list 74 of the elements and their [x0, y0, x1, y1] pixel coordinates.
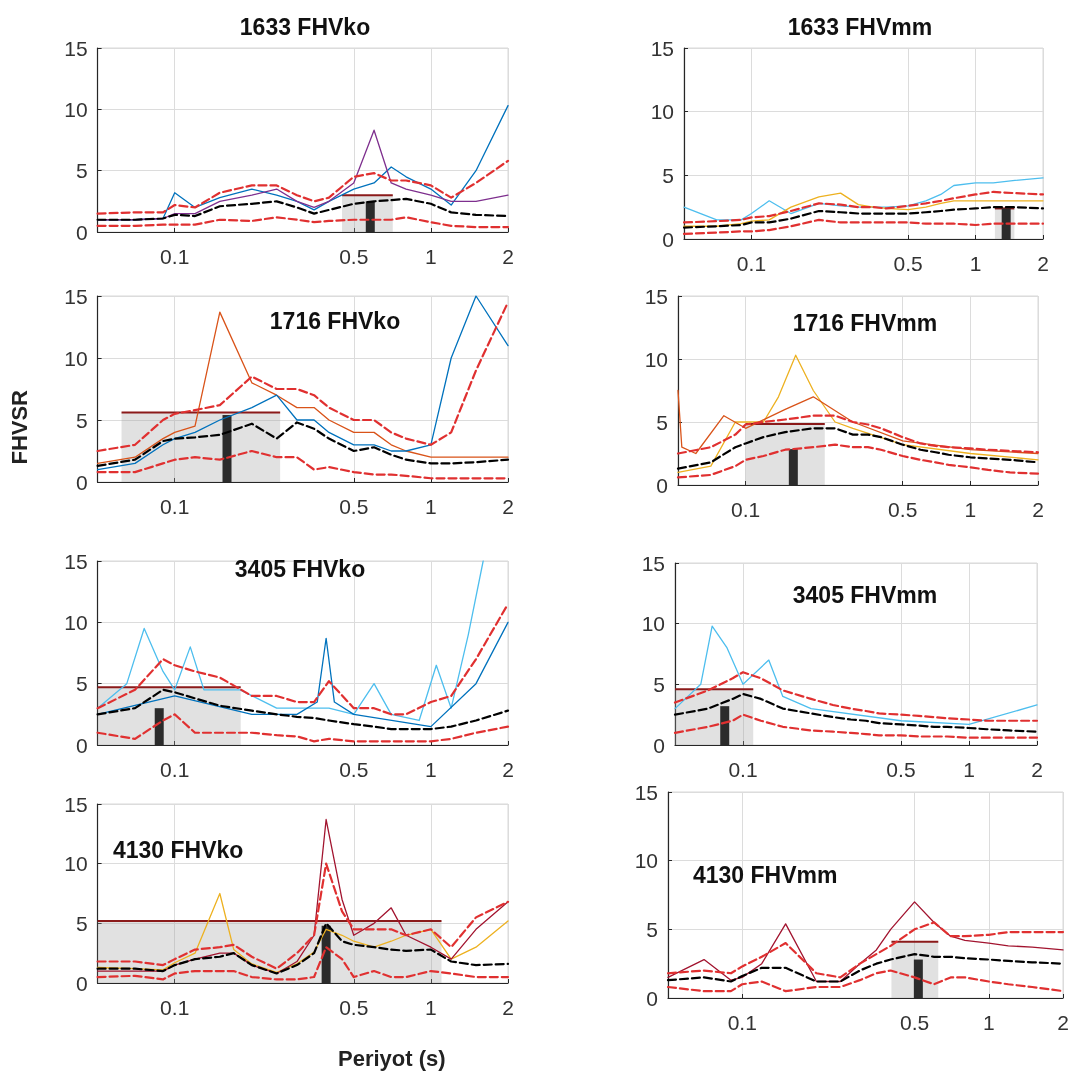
- y-tick-label: 15: [641, 551, 665, 575]
- text: 4130 FHVko: [113, 836, 244, 863]
- x-tick-label: 1: [425, 245, 437, 268]
- y-tick-label: 0: [75, 971, 88, 995]
- y-tick-label: 0: [75, 733, 88, 757]
- x-tick-label: 0.1: [160, 245, 190, 268]
- y-tick-label: 15: [64, 284, 88, 308]
- y-tick-label: 15: [64, 792, 88, 816]
- x-tick-label: 2: [502, 495, 514, 518]
- chart-title: 3405 FHVko: [234, 555, 366, 582]
- y-tick-label: 10: [64, 852, 88, 876]
- x-tick-label: 0.5: [339, 495, 369, 518]
- text: 4130 FHVmm: [693, 861, 838, 888]
- y-tick-label: 10: [634, 849, 658, 873]
- y-tick-label: 5: [75, 672, 88, 696]
- x-tick-label: 0.5: [886, 758, 916, 781]
- y-tick-label: 10: [64, 346, 88, 370]
- y-tick-label: 15: [64, 36, 88, 60]
- y-tick-label: 15: [634, 780, 658, 804]
- y-tick-label: 10: [64, 610, 88, 634]
- x-tick-label: 0.1: [731, 498, 761, 521]
- x-tick-label: 0.1: [727, 1011, 757, 1034]
- x-tick-label: 2: [1031, 758, 1043, 781]
- y-tick-label: 5: [646, 917, 658, 941]
- y-tick-label: 0: [662, 227, 674, 251]
- x-tick-label: 2: [502, 996, 514, 1019]
- x-tick-label: 2: [1032, 498, 1044, 521]
- y-tick-label: 10: [644, 347, 668, 371]
- y-tick-label: 0: [653, 733, 665, 757]
- x-tick-label: 2: [502, 245, 514, 268]
- chart-title: 1633 FHVko: [239, 13, 371, 40]
- x-tick-label: 0.1: [736, 252, 767, 275]
- x-tick-label: 1: [425, 758, 437, 781]
- y-tick-label: 5: [653, 672, 665, 696]
- x-tick-label: 0.5: [339, 996, 369, 1019]
- x-tick-label: 0.5: [893, 252, 923, 275]
- x-tick-label: 0.1: [160, 495, 190, 518]
- y-tick-label: 10: [64, 97, 88, 121]
- y-tick-label: 10: [650, 100, 674, 124]
- y-tick-label: 15: [64, 549, 88, 573]
- x-tick-label: 0.5: [899, 1011, 930, 1034]
- x-tick-label: 0.1: [160, 758, 190, 781]
- y-tick-label: 10: [641, 612, 665, 636]
- y-tick-label: 5: [75, 159, 88, 183]
- text: 3405 FHVmm: [792, 581, 938, 608]
- y-tick-label: 0: [75, 470, 88, 494]
- x-tick-label: 0.5: [888, 498, 918, 521]
- x-tick-label: 1: [963, 758, 975, 781]
- y-tick-label: 15: [644, 284, 668, 308]
- x-tick-label: 1: [982, 1011, 995, 1034]
- y-tick-label: 0: [656, 473, 668, 497]
- x-tick-label: 0.5: [339, 245, 369, 268]
- chart-title: 1633 FHVmm: [787, 13, 933, 40]
- y-tick-label: 15: [650, 36, 674, 60]
- x-tick-label: 1: [964, 498, 977, 521]
- x-tick-label: 2: [1037, 252, 1049, 275]
- x-tick-label: 1: [969, 252, 982, 275]
- y-tick-label: 5: [662, 163, 674, 187]
- x-tick-label: 0.5: [339, 758, 369, 781]
- y-tick-label: 0: [75, 220, 88, 244]
- x-tick-label: 0.1: [728, 758, 758, 781]
- x-tick-label: 0.1: [160, 996, 190, 1019]
- y-tick-label: 0: [646, 986, 658, 1010]
- x-tick-label: 1: [425, 996, 437, 1019]
- x-tick-label: 2: [502, 758, 514, 781]
- y-axis-title: FHVSR: [6, 389, 32, 465]
- x-axis-title: Periyot (s): [338, 1045, 446, 1071]
- y-tick-label: 5: [656, 410, 668, 434]
- x-tick-label: 1: [425, 495, 437, 518]
- text: 1716 FHVko: [269, 307, 401, 334]
- y-tick-label: 5: [75, 911, 88, 935]
- x-tick-label: 2: [1057, 1011, 1069, 1034]
- y-tick-label: 5: [75, 408, 88, 432]
- text: 1716 FHVmm: [792, 309, 938, 336]
